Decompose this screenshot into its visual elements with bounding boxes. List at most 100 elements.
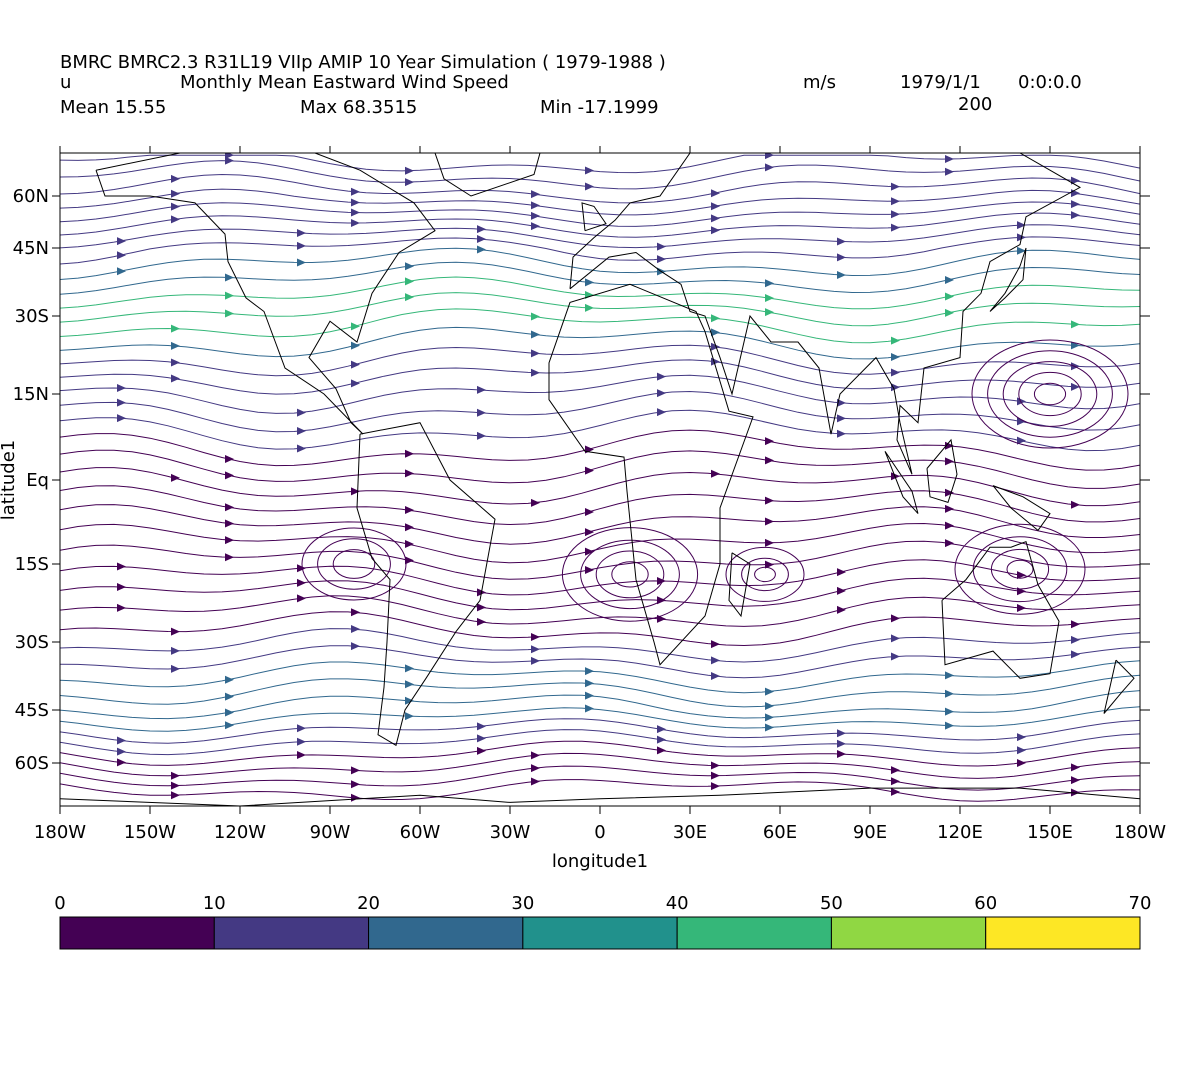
streamline [60,467,1140,507]
streamline-arrow [297,258,306,267]
streamline-arrow [405,166,414,175]
streamline-arrow [351,642,360,651]
streamline-arrow [837,237,846,246]
streamline-arrow [1017,436,1026,445]
streamline-arrow [837,605,846,614]
lon-tick-label: 120E [937,822,983,843]
streamline [60,374,1140,414]
streamline-arrow [1017,733,1026,742]
streamline-arrow [297,737,306,746]
coastline [989,247,1027,312]
eddy-streamline [990,548,1050,590]
streamline-arrow [837,729,846,738]
streamline-arrow [891,223,900,232]
streamline-arrow [837,270,846,279]
streamline-arrow [657,372,666,381]
streamline-arrow [171,664,180,673]
streamline-arrow [531,211,540,220]
streamline-arrow [351,322,360,331]
streamline-arrow [531,201,540,210]
streamline-arrow [891,336,900,345]
streamline-arrow [225,553,234,562]
streamline-arrow [657,389,666,398]
streamline-arrow [891,353,900,362]
streamline [60,308,1140,344]
lon-tick-label: 0 [594,822,605,843]
streamline-arrow [1017,221,1026,230]
streamline-arrow [297,241,306,250]
streamline-arrow [117,747,126,756]
colorbar-swatch [522,916,678,950]
streamline [60,449,1140,489]
streamline-arrow [117,603,126,612]
streamline-arrow [945,275,954,284]
streamline [60,188,1140,216]
streamline-arrow [711,469,720,478]
streamline [60,779,1140,802]
streamline-arrow [351,766,360,775]
streamline [60,236,1140,265]
streamline-arrow [531,764,540,773]
streamline-arrow [711,761,720,770]
streamline-arrow [117,583,126,592]
streamline-arrow [405,277,414,286]
variable-long-name: Monthly Mean Eastward Wind Speed [180,72,509,93]
streamline [60,173,1140,204]
lat-tick-label: 30S [15,632,49,653]
coastline [434,153,541,197]
streamline [60,359,1140,395]
coastline [95,153,436,435]
streamline-arrow [657,408,666,417]
streamline-arrow [945,689,954,698]
streamline-arrow [711,342,720,351]
streamline-arrow [531,498,540,507]
lon-tick-label: 180W [1114,822,1166,843]
coastline [728,552,751,618]
streamline-arrow [765,279,774,288]
streamline-arrow [477,385,486,394]
streamline-arrow [117,384,126,393]
streamline-arrow [711,226,720,235]
streamline-arrow [1071,788,1080,797]
streamline-arrow [297,564,306,573]
streamline [60,690,1140,720]
streamline-arrow [837,749,846,758]
streamline [60,740,1140,767]
streamline-arrow [405,680,414,689]
streamline [60,201,1140,227]
streamline [60,326,1140,360]
streamline-arrow [711,202,720,211]
streamline-arrow [477,225,486,234]
eddy-streamline [1033,382,1067,406]
streamline-arrow [531,190,540,199]
streamline-arrow [585,528,594,537]
streamline [60,706,1140,732]
streamline-arrow [351,780,360,789]
streamline [60,729,1140,756]
streamline-arrow [351,379,360,388]
streamline-arrow [1017,417,1026,426]
streamline-arrow [891,472,900,481]
date-label: 1979/1/1 [900,72,981,93]
streamline-arrow [765,496,774,505]
colorbar-swatch [59,916,215,950]
streamline [60,212,1140,238]
streamline-arrow [225,273,234,282]
streamline-arrow [531,751,540,760]
streamline-arrow [171,473,180,482]
streamline-arrow [297,228,306,237]
streamline-arrow [891,182,900,191]
lon-tick-label: 90W [310,822,351,843]
streamline-arrow [585,679,594,688]
streamline [60,611,1140,647]
streamline-arrow [765,517,774,526]
colorbar-tick-label: 70 [1128,893,1152,914]
coastlines [60,153,1140,806]
streamline-arrow [837,739,846,748]
streamline-arrow [1071,776,1080,785]
streamline [60,154,1140,174]
streamline-arrow [765,723,774,732]
streamline-arrow [225,309,234,318]
streamline-arrow [171,341,180,350]
